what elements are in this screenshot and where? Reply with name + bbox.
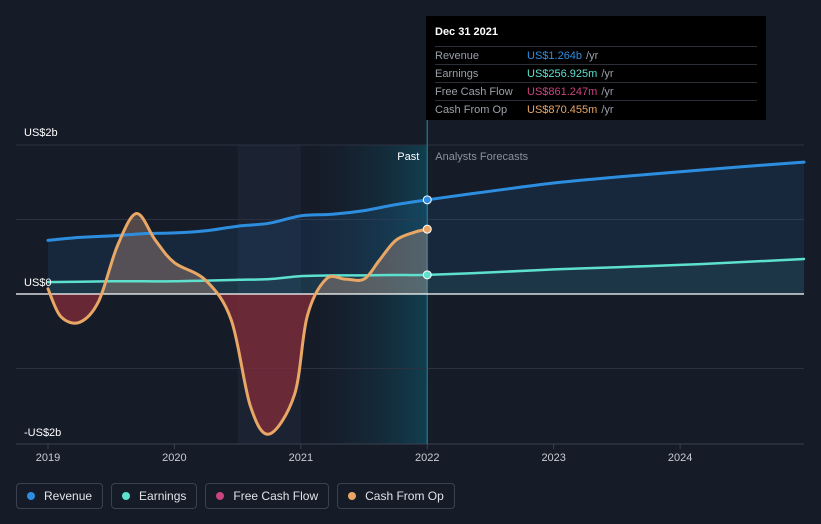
cash-from-op-area-negative [48,294,428,435]
x-tick-label: 2024 [668,452,692,464]
x-tick-label: 2020 [162,452,186,464]
tooltip-value: US$870.455m [527,103,598,116]
tooltip-label: Free Cash Flow [435,85,513,98]
legend-label: Revenue [44,489,93,503]
tooltip-value: US$256.925m [527,67,598,80]
legend-dot-icon [27,492,35,500]
tooltip-value: US$861.247m [527,85,598,98]
tooltip-unit: /yr [601,103,614,116]
tooltip-label: Cash From Op [435,103,508,116]
tooltip-row-free-cash-flow: Free Cash Flow US$861.247m /yr [435,82,757,100]
earnings-marker [422,270,432,280]
tooltip-row-earnings: Earnings US$256.925m /yr [435,64,757,82]
forecast-label: Analysts Forecasts [435,151,528,163]
legend-item-cash-from-op[interactable]: Cash From Op [337,483,455,509]
cash-from-op-marker [422,224,432,234]
past-label: Past [397,151,419,163]
chart-legend: Revenue Earnings Free Cash Flow Cash Fro… [16,483,455,509]
x-tick-label: 2022 [415,452,439,464]
legend-item-earnings[interactable]: Earnings [111,483,198,509]
revenue-line [46,160,806,242]
hover-tooltip: Dec 31 2021 Revenue US$1.264b /yr Earnin… [426,16,766,120]
y-label-zero: US$0 [24,277,52,289]
legend-dot-icon [122,492,131,500]
legend-label: Earnings [139,489,187,503]
legend-item-free-cash-flow[interactable]: Free Cash Flow [205,483,330,509]
tooltip-date: Dec 31 2021 [435,26,498,38]
tooltip-label: Earnings [435,67,479,80]
x-tick-label: 2023 [541,452,565,464]
tooltip-unit: /yr [601,67,614,80]
tooltip-value: US$1.264b [527,49,583,62]
cash-from-op-line [46,212,429,436]
tooltip-row-revenue: Revenue US$1.264b /yr [435,46,757,64]
legend-dot-icon [348,492,357,500]
legend-label: Cash From Op [365,489,444,503]
tooltip-label: Revenue [435,49,480,62]
tooltip-unit: /yr [601,85,614,98]
y-label-bottom: -US$2b [24,427,61,439]
tooltip-row-cash-from-op: Cash From Op US$870.455m /yr [435,100,757,118]
legend-dot-icon [216,492,225,500]
legend-item-revenue[interactable]: Revenue [16,483,104,509]
legend-label: Free Cash Flow [233,489,319,503]
x-tick-label: 2019 [36,452,60,464]
tooltip-unit: /yr [586,49,599,62]
revenue-marker [422,195,432,205]
y-label-top: US$2b [24,127,58,139]
x-tick-label: 2021 [289,452,313,464]
